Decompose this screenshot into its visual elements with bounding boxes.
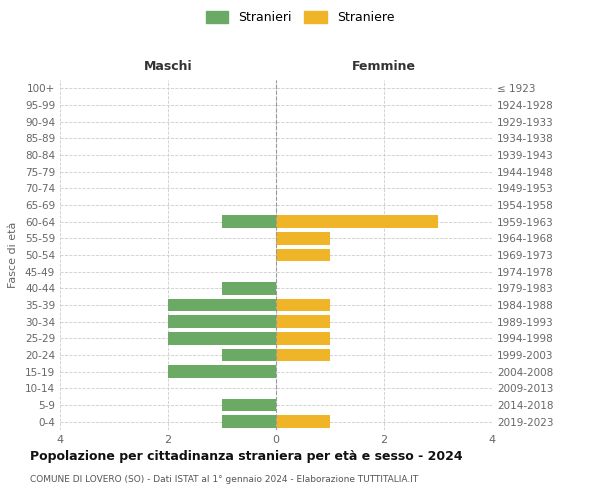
Bar <box>222 349 276 361</box>
Text: Femmine: Femmine <box>352 60 416 72</box>
Y-axis label: Fasce di età: Fasce di età <box>8 222 18 288</box>
Bar <box>168 332 276 344</box>
Bar <box>276 349 330 361</box>
Bar <box>276 248 330 261</box>
Bar <box>168 366 276 378</box>
Bar <box>222 216 276 228</box>
Bar <box>276 316 330 328</box>
Bar <box>168 316 276 328</box>
Bar <box>222 282 276 294</box>
Bar <box>276 298 330 311</box>
Text: Maschi: Maschi <box>143 60 193 72</box>
Bar <box>276 216 438 228</box>
Bar <box>276 332 330 344</box>
Bar <box>222 416 276 428</box>
Bar <box>222 399 276 411</box>
Bar <box>276 232 330 244</box>
Legend: Stranieri, Straniere: Stranieri, Straniere <box>201 6 399 29</box>
Text: COMUNE DI LOVERO (SO) - Dati ISTAT al 1° gennaio 2024 - Elaborazione TUTTITALIA.: COMUNE DI LOVERO (SO) - Dati ISTAT al 1°… <box>30 475 418 484</box>
Bar <box>276 416 330 428</box>
Text: Popolazione per cittadinanza straniera per età e sesso - 2024: Popolazione per cittadinanza straniera p… <box>30 450 463 463</box>
Bar <box>168 298 276 311</box>
